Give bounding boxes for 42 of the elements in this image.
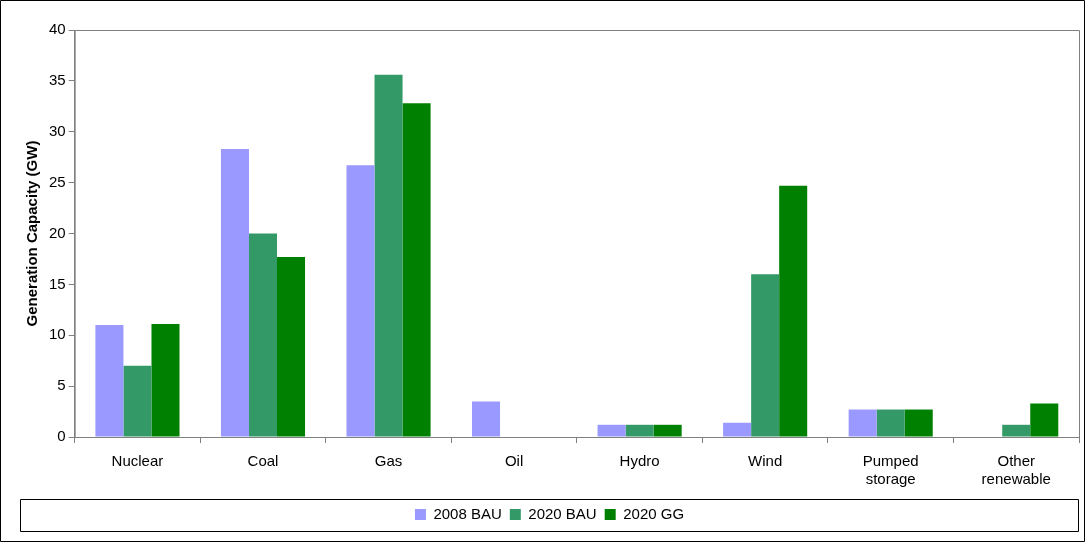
- bar: [277, 256, 306, 437]
- y-axis-title: Generation Capacity (GW): [23, 140, 41, 327]
- bar: [123, 365, 152, 437]
- bar: [723, 422, 752, 437]
- y-tick-label: 5: [57, 376, 66, 394]
- bar: [472, 401, 501, 437]
- x-tick-label: Coal: [247, 452, 279, 470]
- bar: [848, 409, 877, 437]
- bar: [779, 185, 808, 437]
- legend-label: 2008 BAU: [433, 504, 502, 522]
- bar: [876, 409, 905, 437]
- y-tick-label: 10: [49, 325, 66, 343]
- x-tick-label: Oil: [504, 452, 524, 470]
- bar: [1030, 403, 1059, 437]
- bar: [1002, 424, 1031, 437]
- y-tick-label: 40: [49, 20, 66, 38]
- x-tick-label: Pumped storage: [862, 452, 919, 488]
- bar: [248, 233, 278, 437]
- bar: [904, 409, 933, 437]
- bar: [402, 103, 431, 437]
- y-tick-label: 35: [49, 71, 66, 89]
- legend-label: 2020 GG: [623, 504, 685, 522]
- x-tick-label: Gas: [374, 452, 403, 470]
- x-tick-label: Other renewable: [981, 452, 1051, 488]
- x-tick-label: Wind: [748, 452, 783, 470]
- x-tick-label: Nuclear: [111, 452, 164, 470]
- bar: [597, 424, 626, 437]
- y-tick-label: 0: [57, 427, 66, 445]
- bar: [653, 424, 682, 437]
- bar: [346, 165, 375, 437]
- y-tick-label: 30: [49, 121, 66, 139]
- bar: [625, 424, 654, 437]
- y-tick-label: 20: [49, 223, 66, 241]
- legend-label: 2020 BAU: [528, 504, 597, 522]
- y-tick-label: 25: [49, 172, 66, 190]
- bar: [751, 274, 780, 437]
- bar: [374, 74, 403, 437]
- x-tick-label: Hydro: [619, 452, 660, 470]
- y-tick-label: 15: [49, 274, 66, 292]
- bar: [151, 324, 180, 437]
- bar: [220, 149, 249, 437]
- bar: [95, 325, 124, 437]
